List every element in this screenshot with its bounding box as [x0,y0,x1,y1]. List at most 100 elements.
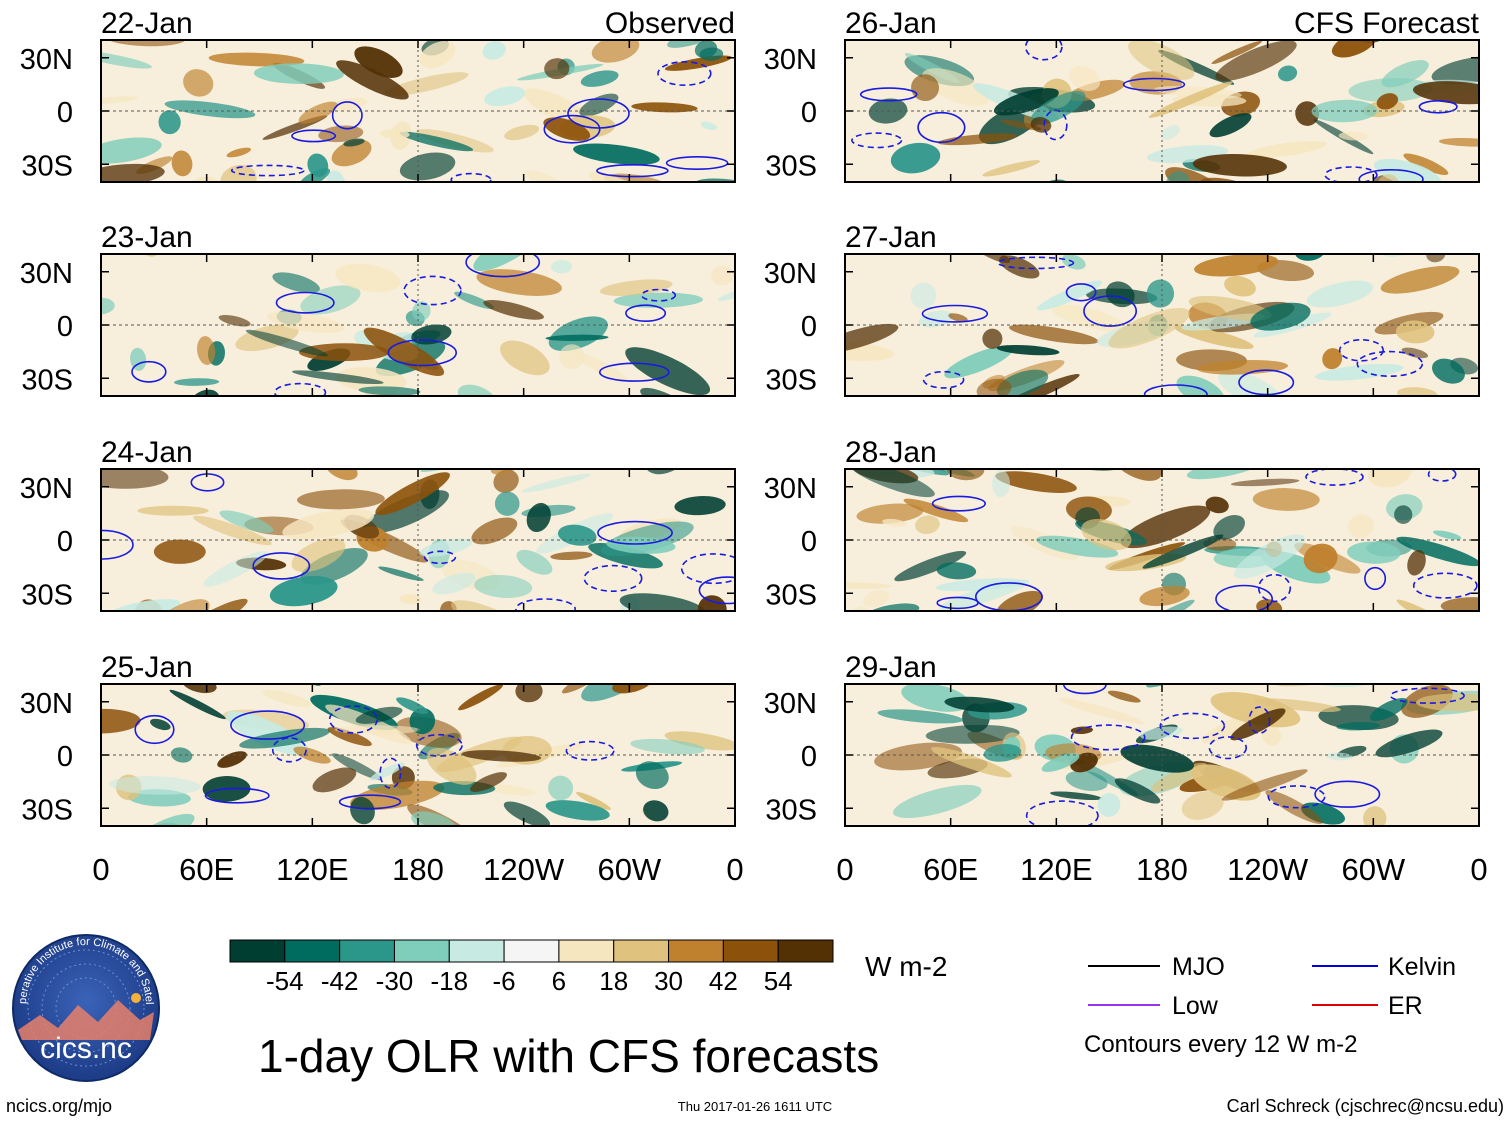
olr-anomaly-blob [1107,690,1141,703]
olr-anomaly-blob [396,697,428,714]
olr-anomaly-blob [882,518,907,527]
kelvin-contour-positive [338,794,402,810]
olr-anomaly-blob [416,129,494,153]
olr-anomaly-blob [318,125,364,143]
olr-anomaly-blob [235,400,257,419]
olr-anomaly-blob [948,313,968,323]
kelvin-contour-negative [657,60,712,86]
olr-anomaly-blob [1114,778,1161,804]
olr-anomaly-blob [1403,153,1449,175]
olr-anomaly-blob [1322,348,1343,370]
olr-anomaly-blob [1360,196,1391,218]
kelvin-contour-positive [921,304,989,323]
olr-anomaly-blob [700,121,718,131]
kelvin-contour-negative [1427,469,1457,482]
olr-anomaly-blob [419,41,456,69]
colorbar-swatch [613,939,670,963]
olr-anomaly-blob [951,609,978,629]
olr-anomaly-blob [1139,585,1190,607]
olr-anomaly-blob [1254,698,1341,713]
olr-anomaly-blob [137,505,209,516]
olr-anomaly-blob [1389,428,1452,467]
panel-23-Jan: 30N 0 30S 23-Jan [20,221,736,464]
kelvin-contour-negative [423,550,457,565]
kelvin-contour-negative [515,598,576,611]
olr-anomaly-blob [1050,791,1103,801]
olr-anomaly-blob [616,208,676,242]
kelvin-contour-negative [851,132,903,149]
colorbar-label: -6 [493,966,516,996]
olr-anomaly-blob [378,566,424,581]
olr-anomaly-blob [1261,723,1282,746]
kelvin-contour-negative [1389,687,1465,704]
olr-anomaly-blob [241,605,334,666]
kelvin-contour-negative [1025,800,1099,826]
olr-anomaly-blob [1165,171,1191,182]
olr-anomaly-blob [101,137,162,164]
olr-anomaly-blob [516,549,553,575]
olr-anomaly-blob [436,621,477,649]
olr-anomaly-blob [557,524,597,546]
olr-anomaly-blob [331,753,382,781]
olr-field [851,40,1479,220]
x-tick-label: 60E [179,852,234,887]
olr-anomaly-blob [1433,530,1462,540]
olr-anomaly-blob [1438,137,1479,147]
kelvin-contour-negative [640,288,677,302]
y-tick-label: 30N [20,473,73,505]
kelvin-contour-negative [1324,166,1378,182]
olr-anomaly-blob [1211,40,1262,65]
kelvin-contour-positive [1215,584,1273,611]
olr-anomaly-blob [559,344,585,370]
olr-anomaly-blob [518,434,561,462]
olr-anomaly-blob [545,334,609,341]
olr-anomaly-blob [292,370,384,385]
olr-anomaly-blob [411,811,458,826]
y-tick-label: 0 [801,311,817,343]
olr-anomaly-blob [1291,633,1348,664]
olr-anomaly-blob [1336,722,1381,731]
olr-anomaly-blob [343,431,377,463]
olr-field [101,605,735,826]
x-tick-label: 0 [92,852,109,887]
olr-anomaly-blob [143,405,173,423]
kelvin-contour-positive [596,164,669,178]
colorbar-swatch [448,939,505,963]
olr-anomaly-blob [218,314,251,327]
olr-anomaly-blob [1215,40,1297,82]
olr-anomaly-blob [268,431,315,464]
olr-anomaly-blob [667,40,731,48]
olr-anomaly-blob [473,254,541,271]
olr-anomaly-blob [1295,254,1325,261]
y-tick-label: 30N [20,258,73,290]
olr-anomaly-blob [1394,505,1413,524]
olr-anomaly-blob [1148,81,1233,118]
olr-anomaly-blob [515,684,543,703]
kelvin-contour-positive [101,529,134,560]
footer-left: ncics.org/mjo [6,1096,112,1116]
colorbar-label: -54 [266,966,304,996]
kelvin-contour-positive [1065,283,1097,302]
olr-anomaly-blob [1192,154,1287,177]
kelvin-contour-negative [1208,736,1248,760]
olr-anomaly-blob [954,208,981,220]
olr-anomaly-blob [108,599,181,611]
x-tick-label: 120E [276,852,348,887]
olr-anomaly-blob [492,620,519,643]
y-tick-label: 0 [57,526,73,558]
panel-date-label: 26-Jan [845,7,937,40]
olr-anomaly-blob [298,101,338,124]
olr-anomaly-blob [483,299,544,320]
olr-anomaly-blob [1331,40,1377,58]
olr-anomaly-blob [150,718,171,731]
kelvin-contour-negative [922,370,965,389]
x-tick-label: 0 [836,852,853,887]
olr-anomaly-blob [399,152,456,181]
y-tick-label: 30S [765,794,817,826]
footer-center: Thu 2017-01-26 1611 UTC [678,1099,832,1114]
y-tick-label: 30S [765,364,817,396]
olr-anomaly-blob [1301,626,1361,662]
olr-anomaly-blob [845,341,895,361]
olr-anomaly-blob [588,172,656,182]
